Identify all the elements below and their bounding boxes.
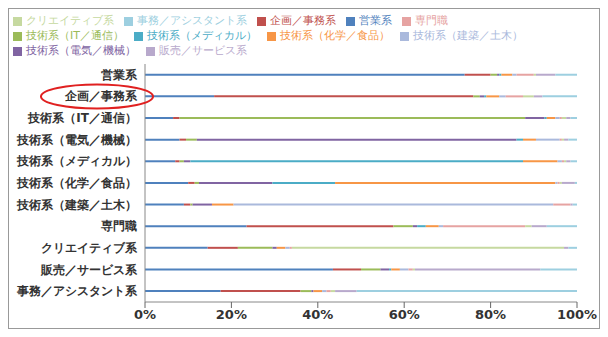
html-text:事務／アシスタント系: 事務／アシスタント系 xyxy=(137,14,247,27)
svg-text:技術系（電気／機械）: 技術系（電気／機械） xyxy=(16,133,137,147)
html-text:販売／サービス系: 販売／サービス系 xyxy=(159,44,247,57)
html-text:技術系（化学／食品）: 技術系（化学／食品） xyxy=(280,29,390,42)
svg-text:技術系（IT／通信）: 技術系（IT／通信） xyxy=(27,111,137,125)
html-text:技術系（メディカル）: 技術系（メディカル） xyxy=(147,29,257,42)
svg-text:営業系: 営業系 xyxy=(101,68,138,82)
svg-text:技術系（化学／食品）: 技術系（化学／食品） xyxy=(16,176,137,190)
svg-text:40%: 40% xyxy=(302,307,333,322)
html-text:技術系（建築／土木）: 技術系（建築／土木） xyxy=(413,29,523,42)
svg-text:販売／サービス系: 販売／サービス系 xyxy=(40,263,138,277)
svg-text:100%: 100% xyxy=(557,307,597,322)
svg-text:技術系（建築／土木）: 技術系（建築／土木） xyxy=(16,198,137,212)
svg-text:60%: 60% xyxy=(389,307,420,322)
svg-text:事務／アシスタント系: 事務／アシスタント系 xyxy=(16,284,138,298)
html-text:技術系（IT／通信）: 技術系（IT／通信） xyxy=(26,29,124,42)
svg-text:80%: 80% xyxy=(475,307,506,322)
svg-text:技術系（メディカル）: 技術系（メディカル） xyxy=(16,154,137,168)
svg-text:企画／事務系: 企画／事務系 xyxy=(64,89,138,103)
html-text:クリエイティブ系: クリエイティブ系 xyxy=(26,14,114,27)
html-text:営業系: 営業系 xyxy=(359,14,392,27)
svg-text:0%: 0% xyxy=(134,307,156,322)
html-text:専門職: 専門職 xyxy=(415,14,448,27)
svg-text:クリエイティブ系: クリエイティブ系 xyxy=(41,241,138,255)
html-text:企画／事務系: 企画／事務系 xyxy=(270,14,336,27)
svg-text:20%: 20% xyxy=(216,307,247,322)
svg-text:専門職: 専門職 xyxy=(100,219,137,233)
html-text:技術系（電気／機械）: 技術系（電気／機械） xyxy=(26,44,136,57)
